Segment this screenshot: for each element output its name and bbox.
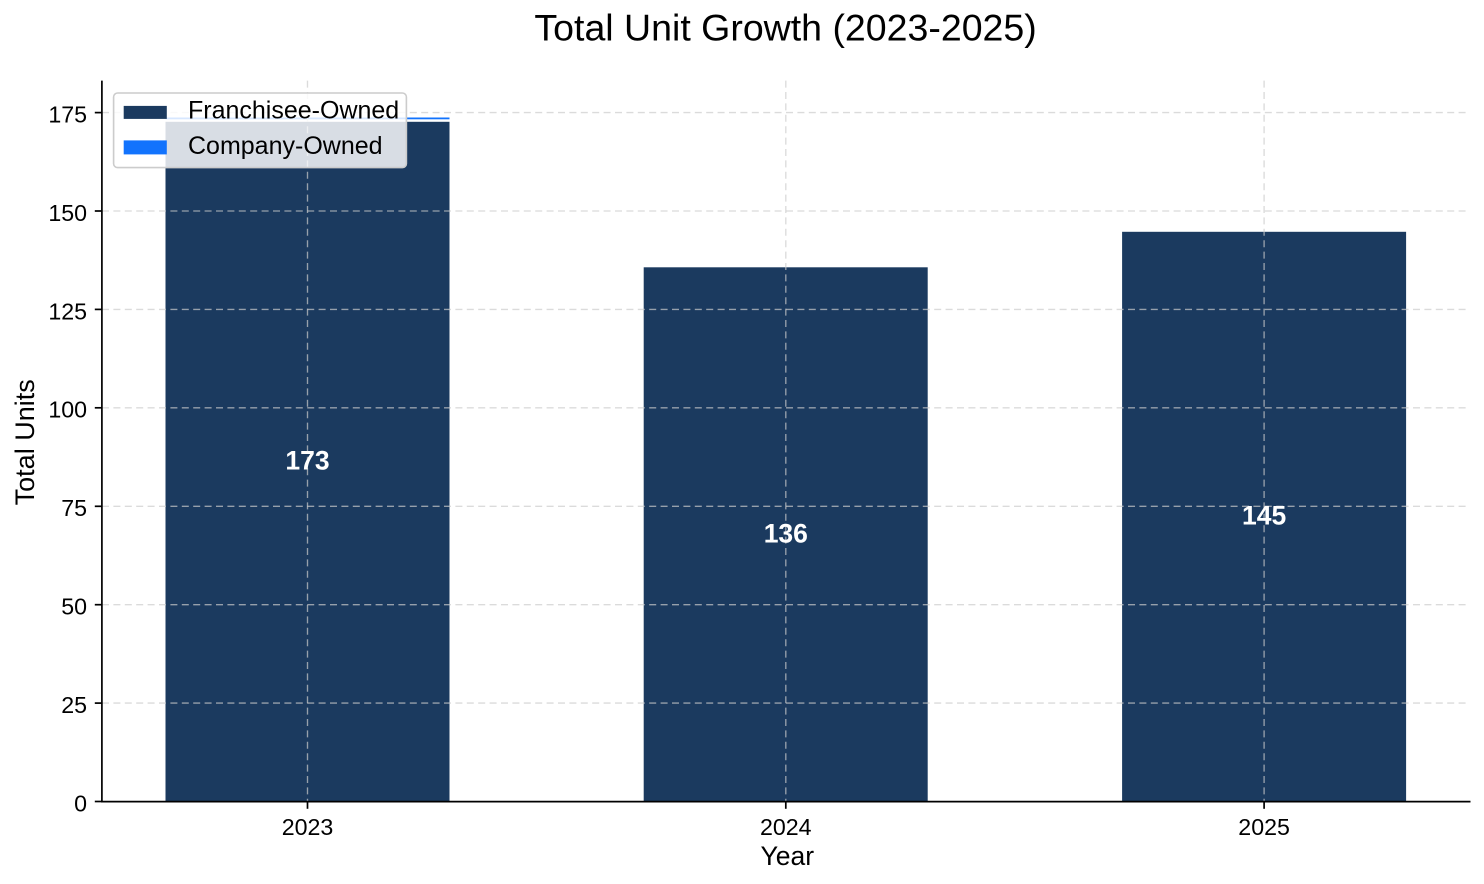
svg-text:175: 175 [48,102,87,128]
svg-text:50: 50 [61,594,87,620]
svg-text:150: 150 [48,200,87,226]
svg-text:Year: Year [761,841,815,871]
svg-text:2025: 2025 [1238,814,1290,840]
svg-text:Company-Owned: Company-Owned [188,132,383,160]
svg-text:173: 173 [285,445,329,475]
svg-text:Total Units: Total Units [10,379,40,505]
svg-text:0: 0 [74,790,87,816]
svg-text:125: 125 [48,298,87,324]
svg-text:Total Unit Growth (2023-2025): Total Unit Growth (2023-2025) [534,6,1036,48]
svg-text:2024: 2024 [760,814,812,840]
svg-text:Franchisee-Owned: Franchisee-Owned [188,97,399,125]
svg-text:2023: 2023 [282,814,334,840]
svg-text:100: 100 [48,397,87,423]
svg-text:145: 145 [1242,501,1286,531]
svg-text:136: 136 [764,518,808,548]
svg-text:75: 75 [61,495,87,521]
svg-text:25: 25 [61,692,87,718]
